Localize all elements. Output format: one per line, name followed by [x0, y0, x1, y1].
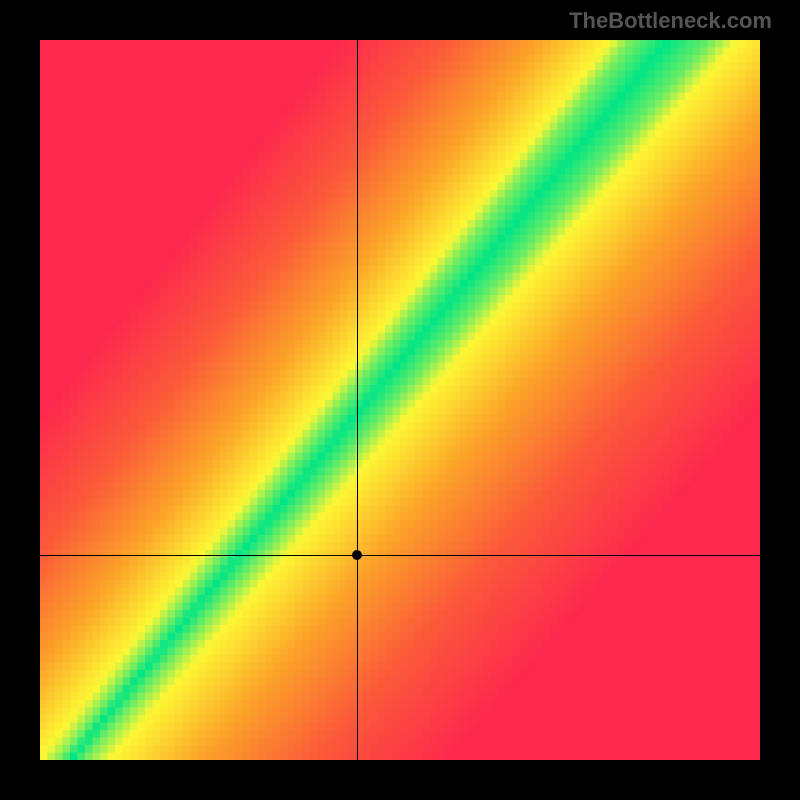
- heatmap-canvas: [40, 40, 760, 760]
- marker-dot: [352, 550, 362, 560]
- watermark-text: TheBottleneck.com: [569, 8, 772, 34]
- chart-container: TheBottleneck.com: [0, 0, 800, 800]
- crosshair-vertical: [357, 40, 358, 760]
- crosshair-horizontal: [40, 555, 760, 556]
- plot-area: [40, 40, 760, 760]
